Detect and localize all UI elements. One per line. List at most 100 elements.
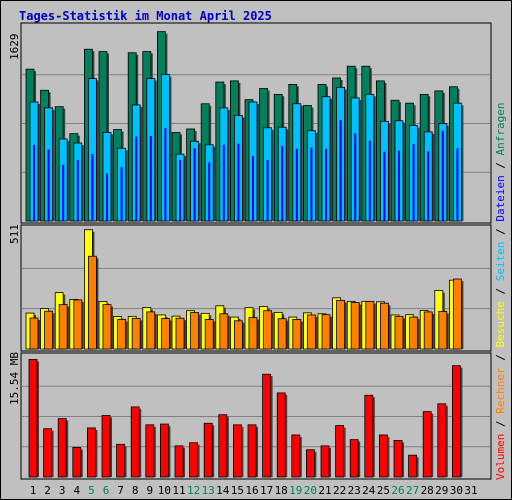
bar-volumen-day-19 <box>291 434 301 478</box>
bar-rechner-day-16 <box>248 317 258 350</box>
x-tick-label: 3 <box>59 484 66 497</box>
bar-rechner-day-20 <box>306 314 316 350</box>
bar-rechner-day-14 <box>219 313 229 350</box>
bar-dateien-day-20 <box>310 147 313 221</box>
bar-rechner-day-15 <box>233 320 243 350</box>
bars-layer <box>25 31 464 478</box>
bar-dateien-day-13 <box>208 162 211 221</box>
x-tick-label: 30 <box>450 484 463 497</box>
bar-dateien-day-10 <box>164 127 167 221</box>
legend-sep-2: / <box>494 348 507 368</box>
bar-rechner-day-7 <box>117 319 126 350</box>
x-tick-label: 11 <box>172 484 185 497</box>
x-axis-labels: 1 2 3 4 5 6 7 8 9 10 11 12 13 14 15 16 17 18 19 20 21 22 23 24 2… <box>30 484 478 497</box>
bar-volumen-day-16 <box>247 424 257 478</box>
bar-volumen-day-17 <box>262 373 272 478</box>
legend-anfragen: Anfragen <box>494 102 507 155</box>
x-tick-label: 24 <box>362 484 376 497</box>
x-tick-label: 23 <box>348 484 361 497</box>
bar-rechner-day-1 <box>29 317 39 350</box>
bar-dateien-day-26 <box>398 150 400 221</box>
bar-dateien-day-30 <box>456 148 459 221</box>
page-title: Tages-Statistik im Monat April 2025 <box>19 9 272 23</box>
bar-dateien-day-12 <box>193 148 196 221</box>
y-max-label-bottom: 15.54 MB <box>8 352 21 405</box>
bar-rechner-day-24 <box>365 301 375 350</box>
legend-dateien: Dateien <box>494 175 507 221</box>
bar-dateien-day-17 <box>266 160 269 221</box>
bar-volumen-day-7 <box>116 443 125 478</box>
bar-rechner-day-4 <box>73 299 83 350</box>
bar-volumen-day-9 <box>145 424 155 478</box>
x-tick-label: 26 <box>391 484 404 497</box>
bar-volumen-day-27 <box>408 454 418 478</box>
bar-volumen-day-30 <box>451 365 461 478</box>
bar-dateien-day-6 <box>106 173 108 221</box>
x-tick-label: 28 <box>421 484 434 497</box>
bar-volumen-day-8 <box>130 406 140 478</box>
x-tick-label: 10 <box>158 484 171 497</box>
bar-dateien-day-29 <box>441 130 444 221</box>
bar-volumen-day-28 <box>422 411 432 478</box>
x-tick-label: 7 <box>117 484 124 497</box>
x-tick-label: 20 <box>304 484 317 497</box>
bar-rechner-day-17 <box>263 310 273 350</box>
bar-rechner-day-8 <box>131 318 141 350</box>
x-tick-label: 19 <box>289 484 302 497</box>
x-tick-label: 4 <box>73 484 80 497</box>
x-tick-label: 29 <box>435 484 448 497</box>
bar-rechner-day-26 <box>394 315 404 350</box>
bar-rechner-day-12 <box>190 312 200 350</box>
bar-dateien-day-2 <box>47 149 50 221</box>
x-tick-label: 22 <box>333 484 346 497</box>
x-tick-label: 18 <box>275 484 288 497</box>
x-tick-label: 17 <box>260 484 273 497</box>
x-tick-label: 5 <box>88 484 95 497</box>
legend-sep-3: / <box>494 281 507 301</box>
bar-dateien-day-21 <box>325 148 327 221</box>
y-max-label-top: 1629 <box>8 34 21 61</box>
bar-volumen-day-26 <box>393 440 403 478</box>
bar-dateien-day-8 <box>135 136 138 221</box>
bar-dateien-day-16 <box>252 155 254 221</box>
bar-volumen-day-10 <box>159 423 169 478</box>
legend-sep-5: / <box>494 155 507 175</box>
bar-volumen-day-14 <box>218 414 228 478</box>
x-tick-label: 16 <box>245 484 258 497</box>
bar-dateien-day-11 <box>179 160 181 221</box>
bar-volumen-day-15 <box>232 424 242 478</box>
x-tick-label: 2 <box>44 484 51 497</box>
bar-dateien-day-1 <box>33 144 35 221</box>
bar-volumen-day-3 <box>57 418 67 478</box>
x-tick-label: 15 <box>231 484 244 497</box>
bar-rechner-day-27 <box>409 316 419 350</box>
bar-volumen-day-18 <box>276 392 286 478</box>
legend-volumen: Volumen <box>494 434 507 480</box>
bar-dateien-day-23 <box>354 133 357 221</box>
bar-volumen-day-23 <box>349 439 359 478</box>
bar-rechner-day-25 <box>379 302 389 350</box>
bar-volumen-day-21 <box>320 445 330 478</box>
bar-dateien-day-7 <box>120 167 123 221</box>
bar-rechner-day-21 <box>321 314 331 350</box>
bar-rechner-day-11 <box>175 317 185 350</box>
bar-rechner-day-10 <box>160 318 170 350</box>
bar-volumen-day-25 <box>378 434 388 478</box>
bar-dateien-day-27 <box>412 144 415 221</box>
bar-rechner-day-18 <box>277 318 287 350</box>
bar-rechner-day-5 <box>88 255 97 350</box>
legend-sep-4: / <box>494 222 507 242</box>
x-tick-label: 12 <box>187 484 200 497</box>
bar-dateien-day-25 <box>383 151 386 221</box>
bar-rechner-day-13 <box>204 319 214 350</box>
bar-volumen-day-1 <box>28 359 38 478</box>
bar-rechner-day-3 <box>58 304 68 350</box>
x-tick-label: 27 <box>406 484 419 497</box>
bar-volumen-day-24 <box>364 394 374 478</box>
legend-seiten: Seiten <box>494 242 507 282</box>
bar-volumen-day-29 <box>437 403 447 478</box>
bar-dateien-day-14 <box>222 144 225 221</box>
x-tick-label: 1 <box>30 484 37 497</box>
bar-rechner-day-29 <box>438 311 448 350</box>
